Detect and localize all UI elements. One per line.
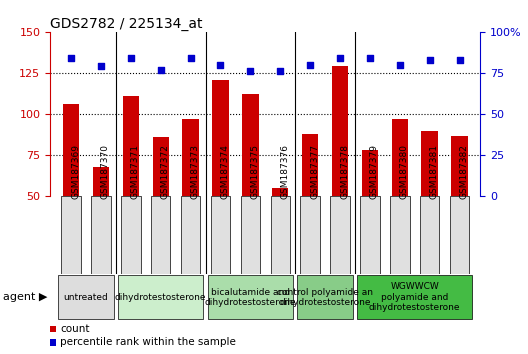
Bar [451, 136, 468, 196]
Bar [121, 196, 140, 274]
Bar [61, 196, 81, 274]
Text: untreated: untreated [64, 293, 108, 302]
Text: GSM187373: GSM187373 [191, 144, 200, 199]
Bar [392, 119, 408, 196]
FancyBboxPatch shape [297, 275, 353, 319]
Bar [211, 196, 230, 274]
Text: GSM187376: GSM187376 [280, 144, 289, 199]
FancyBboxPatch shape [118, 275, 203, 319]
Point [67, 55, 76, 61]
Bar [122, 96, 139, 196]
Text: GSM187382: GSM187382 [459, 144, 468, 199]
FancyBboxPatch shape [59, 275, 114, 319]
Bar [302, 134, 318, 196]
Text: GSM187370: GSM187370 [101, 144, 110, 199]
Point [276, 69, 285, 74]
Point [127, 55, 135, 61]
Point [336, 55, 344, 61]
Point [306, 62, 314, 68]
Bar [421, 131, 438, 196]
Bar [360, 196, 380, 274]
FancyBboxPatch shape [208, 275, 293, 319]
Bar [450, 196, 469, 274]
Bar [270, 196, 290, 274]
Point [186, 55, 195, 61]
Text: GSM187377: GSM187377 [310, 144, 319, 199]
Bar [241, 196, 260, 274]
Bar [362, 150, 378, 196]
Text: bicalutamide and
dihydrotestosterone: bicalutamide and dihydrotestosterone [205, 288, 296, 307]
Text: count: count [60, 324, 90, 333]
Point [366, 55, 374, 61]
Text: GSM187374: GSM187374 [221, 144, 230, 199]
Text: dihydrotestosterone: dihydrotestosterone [115, 293, 206, 302]
Text: control polyamide an
dihydrotestosterone: control polyamide an dihydrotestosterone [277, 288, 373, 307]
Point [246, 69, 254, 74]
Point [395, 62, 404, 68]
FancyBboxPatch shape [357, 275, 472, 319]
Point [156, 67, 165, 73]
Text: agent ▶: agent ▶ [3, 292, 47, 302]
Bar [93, 167, 109, 196]
Bar [420, 196, 439, 274]
Bar [300, 196, 320, 274]
Point [216, 62, 225, 68]
Bar [153, 137, 169, 196]
Bar [212, 80, 229, 196]
Text: GSM187381: GSM187381 [430, 144, 439, 199]
Point [97, 64, 105, 69]
Bar [390, 196, 410, 274]
Text: GSM187379: GSM187379 [370, 144, 379, 199]
Bar [331, 196, 350, 274]
Point [426, 57, 434, 63]
Text: WGWWCW
polyamide and
dihydrotestosterone: WGWWCW polyamide and dihydrotestosterone [369, 282, 460, 312]
Point [455, 57, 464, 63]
Text: GDS2782 / 225134_at: GDS2782 / 225134_at [50, 17, 203, 31]
Bar [181, 196, 200, 274]
Text: GSM187380: GSM187380 [400, 144, 409, 199]
Text: GSM187369: GSM187369 [71, 144, 80, 199]
Text: GSM187371: GSM187371 [131, 144, 140, 199]
Text: percentile rank within the sample: percentile rank within the sample [60, 337, 236, 347]
Bar [91, 196, 111, 274]
Text: GSM187375: GSM187375 [250, 144, 259, 199]
Bar [182, 119, 199, 196]
Bar [332, 67, 348, 196]
Text: GSM187372: GSM187372 [161, 144, 169, 199]
Bar [272, 188, 288, 196]
Bar [63, 104, 79, 196]
Text: GSM187378: GSM187378 [340, 144, 349, 199]
Bar [151, 196, 171, 274]
Bar [242, 95, 259, 196]
